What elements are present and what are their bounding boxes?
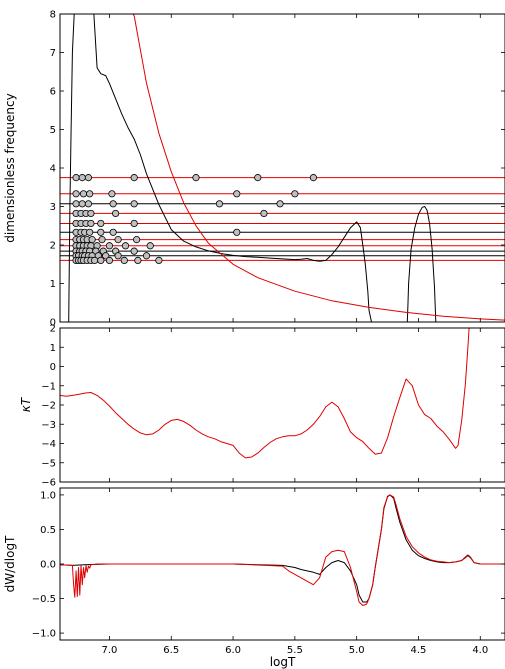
marker-point: [112, 209, 120, 218]
marker-point: [86, 228, 94, 236]
marker-point: [260, 209, 268, 218]
y-tick-label: 0.5: [40, 525, 56, 536]
marker-point: [105, 242, 114, 250]
marker-point: [84, 200, 93, 208]
x-tick-label: 4.5: [411, 645, 427, 656]
series-line-0: [60, 494, 505, 603]
marker-point: [114, 236, 122, 244]
y-tick-label: 8: [50, 10, 56, 21]
marker-point: [86, 190, 94, 198]
plot-area: [60, 494, 505, 606]
marker-point: [109, 200, 117, 208]
marker-point: [120, 256, 128, 264]
marker-point: [130, 219, 138, 228]
x-tick-label: 6.5: [163, 645, 179, 656]
marker-point: [142, 252, 151, 260]
y-axis-label: κT: [19, 396, 33, 412]
marker-point: [79, 190, 88, 198]
marker-point: [88, 236, 96, 244]
panel-2: −6 −5 −4 −3 −2 −1 0 1 2 κT: [19, 324, 505, 489]
marker-point: [97, 256, 105, 264]
plot-area: [60, 328, 470, 459]
marker-point: [78, 174, 86, 182]
marker-point: [215, 200, 224, 208]
marker-point: [133, 236, 141, 244]
y-tick-label: 1: [50, 343, 56, 354]
marker-point: [192, 174, 200, 182]
y-tick-label: 3: [50, 202, 56, 213]
marker-point: [134, 256, 142, 264]
marker-point: [108, 190, 116, 198]
y-tick-label: −1.0: [32, 629, 56, 640]
x-tick-label: 4.0: [472, 645, 488, 656]
marker-point: [146, 242, 154, 250]
marker-point: [130, 247, 138, 255]
marker-point: [91, 256, 99, 264]
x-tick-label: 7.0: [101, 645, 117, 656]
y-axis-label: dW/dlogT: [3, 535, 17, 592]
panel-1: 0 1 2 3 4 5 6 7 8 dimensionless frequency: [3, 10, 505, 329]
y-tick-label: 0: [50, 362, 56, 373]
plot-area: [60, 14, 505, 322]
marker-point: [105, 256, 114, 264]
y-tick-label: 6: [50, 87, 56, 98]
axes-frame: [59, 327, 505, 483]
axes-frame: [59, 13, 505, 323]
marker-point: [309, 174, 318, 182]
marker-point: [233, 228, 241, 236]
marker-point: [276, 200, 284, 208]
y-tick-label: −0.5: [32, 594, 56, 605]
marker-point: [121, 242, 130, 250]
y-tick-label: 4: [50, 164, 56, 175]
y-tick-label: 0: [50, 318, 56, 329]
marker-point: [87, 209, 95, 218]
y-tick-label: −3: [41, 420, 56, 431]
marker-point: [254, 174, 262, 182]
marker-point: [84, 174, 93, 182]
series-line-0: [60, 328, 470, 459]
y-tick-label: 7: [50, 48, 56, 59]
x-tick-label: 5.0: [349, 645, 365, 656]
y-tick-label: −2: [41, 401, 56, 412]
marker-point: [72, 200, 80, 208]
marker-point: [72, 174, 80, 182]
y-tick-label: 2: [50, 324, 56, 335]
y-tick-label: 1: [50, 279, 56, 290]
marker-point: [98, 236, 106, 244]
marker-point: [78, 200, 86, 208]
marker-point: [87, 219, 95, 228]
series-line-0: [68, 14, 374, 322]
y-tick-label: −5: [41, 458, 56, 469]
y-tick-label: −1: [41, 381, 56, 392]
y-tick-label: 2: [50, 241, 56, 252]
y-axis-label: dimensionless frequency: [3, 93, 17, 242]
marker-point: [97, 219, 105, 228]
series-line-1: [60, 494, 505, 606]
marker-point: [72, 190, 80, 198]
marker-point: [233, 190, 241, 198]
marker-point: [109, 228, 117, 236]
series-line-2: [132, 14, 505, 321]
y-tick-label: 0.0: [40, 560, 56, 571]
marker-point: [130, 174, 138, 182]
y-tick-label: −4: [41, 439, 56, 450]
x-tick-label: 5.5: [287, 645, 303, 656]
y-tick-label: 1.0: [40, 490, 56, 501]
series-line-1: [406, 206, 437, 322]
marker-point: [114, 252, 122, 260]
marker-point: [291, 190, 299, 198]
marker-point: [97, 228, 105, 236]
y-tick-label: 5: [50, 125, 56, 136]
marker-point: [155, 256, 163, 264]
y-tick-label: −6: [41, 478, 56, 489]
x-tick-label: 6.0: [225, 645, 241, 656]
marker-point: [130, 200, 138, 208]
x-axis-label: logT: [270, 655, 296, 669]
panel-3: −1.0 −0.5 0.0 0.5 1.0 7.0 6.5 6.0 5.5 5.0 4.5 4.0 dW…: [3, 487, 505, 669]
marker-point: [102, 252, 110, 260]
